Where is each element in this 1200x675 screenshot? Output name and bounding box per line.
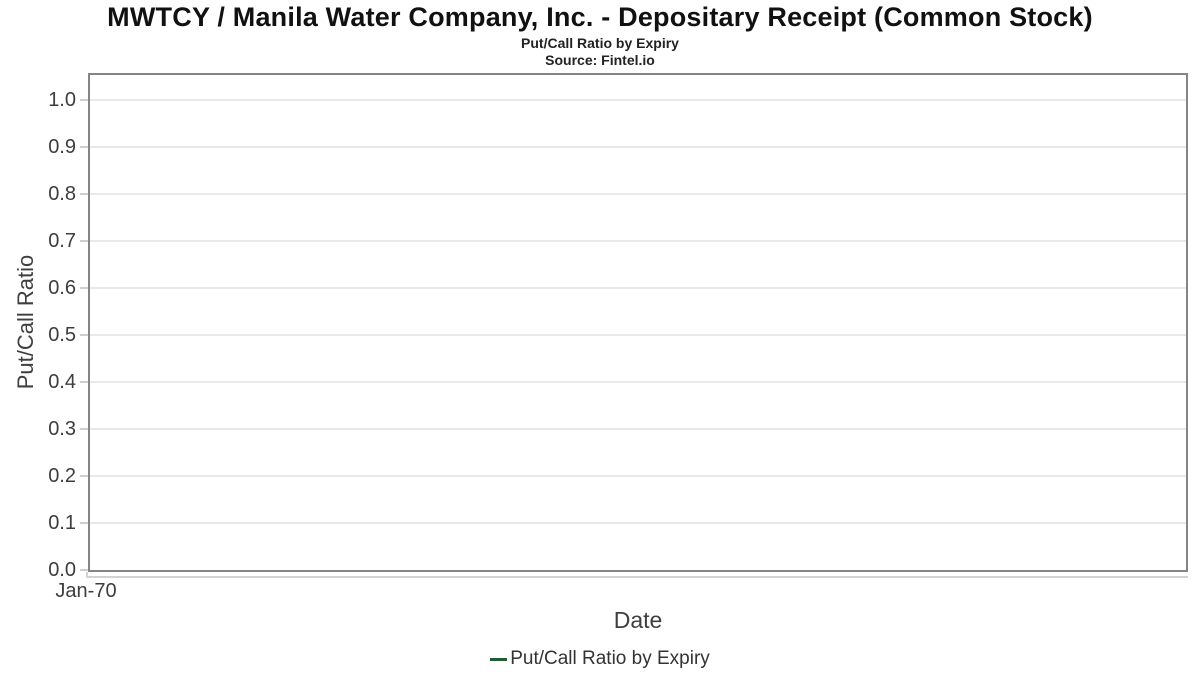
x-axis-title: Date	[613, 607, 663, 633]
y-axis-tick	[80, 193, 88, 195]
y-axis-tick	[80, 334, 88, 336]
chart-subtitle: Put/Call Ratio by Expiry	[521, 35, 679, 51]
y-axis-tick	[80, 381, 88, 383]
y-tick-label: 0.7	[48, 230, 76, 252]
gridline	[90, 475, 1186, 477]
y-tick-label: 0.2	[48, 465, 76, 487]
y-tick-label: 0.0	[48, 559, 76, 581]
y-tick-label: 0.8	[48, 183, 76, 205]
gridline	[90, 428, 1186, 430]
gridline	[90, 381, 1186, 383]
x-tick-label: Jan-70	[55, 580, 117, 602]
y-axis-tick	[80, 428, 88, 430]
plot-area	[88, 73, 1188, 572]
y-axis-tick	[80, 522, 88, 524]
gridline	[90, 522, 1186, 524]
gridline	[90, 193, 1186, 195]
y-axis-tick	[80, 146, 88, 148]
gridline	[90, 240, 1186, 242]
y-tick-label: 0.4	[48, 371, 76, 393]
y-tick-label: 0.6	[48, 277, 76, 299]
y-axis-tick	[80, 287, 88, 289]
legend-label: Put/Call Ratio by Expiry	[510, 648, 710, 669]
y-axis-tick	[80, 569, 88, 571]
gridline	[90, 146, 1186, 148]
gridline	[90, 99, 1186, 101]
gridline	[90, 334, 1186, 336]
y-tick-label: 0.5	[48, 324, 76, 346]
y-axis-tick	[80, 99, 88, 101]
chart-source: Source: Fintel.io	[545, 52, 655, 68]
y-axis-tick	[80, 240, 88, 242]
legend: Put/Call Ratio by Expiry	[0, 645, 1200, 673]
chart-title: MWTCY / Manila Water Company, Inc. - Dep…	[107, 2, 1093, 32]
y-axis-tick	[80, 475, 88, 477]
y-tick-label: 0.1	[48, 512, 76, 534]
legend-line-marker-icon	[490, 657, 508, 661]
y-tick-label: 0.3	[48, 418, 76, 440]
y-tick-label: 0.9	[48, 136, 76, 158]
x-axis-tick	[86, 572, 88, 578]
x-axis-line	[88, 576, 1188, 578]
gridline	[90, 287, 1186, 289]
y-tick-label: 1.0	[48, 89, 76, 111]
